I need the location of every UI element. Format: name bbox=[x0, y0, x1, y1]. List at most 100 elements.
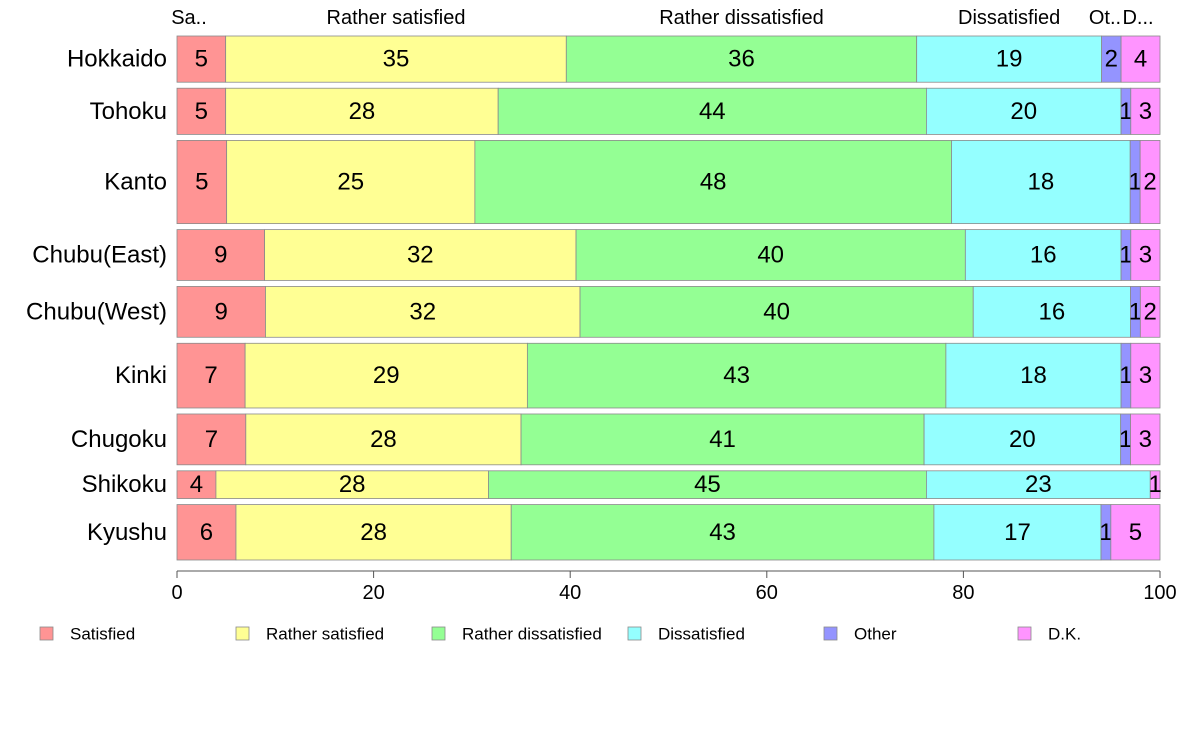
value-label: 2 bbox=[1143, 169, 1156, 196]
value-label: 18 bbox=[1027, 169, 1054, 196]
bar-kinki-satisfied bbox=[176, 342, 246, 409]
value-label: 23 bbox=[1025, 471, 1052, 498]
bar-chugoku-rather-satisfied bbox=[245, 413, 522, 466]
bar-chugoku-dissatisfied bbox=[923, 413, 1122, 466]
value-label: 43 bbox=[709, 519, 736, 546]
x-tick-label: 100 bbox=[1143, 582, 1176, 604]
top-label-d-k: D... bbox=[1122, 7, 1153, 29]
value-label: 6 bbox=[200, 519, 213, 546]
category-label-hokkaido: Hokkaido bbox=[67, 46, 167, 73]
bar-chugoku-satisfied bbox=[176, 413, 247, 466]
bar-shikoku-rather-satisfied bbox=[215, 470, 489, 499]
legend-label-satisfied: Satisfied bbox=[70, 625, 135, 644]
value-label: 32 bbox=[407, 242, 434, 269]
value-label: 19 bbox=[996, 46, 1023, 73]
category-label-chugoku: Chugoku bbox=[71, 426, 167, 453]
bar-shikoku-d-k bbox=[1149, 470, 1161, 499]
value-label: 3 bbox=[1139, 98, 1152, 125]
value-label: 5 bbox=[195, 98, 208, 125]
top-label-rather-dissatisfied: Rather dissatisfied bbox=[659, 7, 824, 29]
bar-kanto-rather-dissatisfied bbox=[474, 140, 952, 225]
value-label: 7 bbox=[205, 426, 218, 453]
value-label: 17 bbox=[1004, 519, 1031, 546]
value-label: 32 bbox=[409, 298, 436, 325]
category-label-kanto: Kanto bbox=[104, 169, 167, 196]
bar-kanto-d-k bbox=[1139, 140, 1161, 225]
value-label: 18 bbox=[1020, 362, 1047, 389]
category-label-kyushu: Kyushu bbox=[87, 519, 167, 546]
bar-tohoku-dissatisfied bbox=[926, 87, 1122, 135]
legend-swatch-rather-dissatisfied bbox=[431, 626, 446, 641]
value-label: 1 bbox=[1148, 471, 1161, 498]
value-label: 28 bbox=[349, 98, 376, 125]
category-label-group: Hokkaido Tohoku Kanto Chubu(East) Chubu(West… bbox=[26, 46, 167, 546]
bar-kanto-rather-satisfied bbox=[226, 140, 476, 225]
value-label: 1 bbox=[1119, 98, 1132, 125]
legend-swatch-satisfied bbox=[39, 626, 54, 641]
value-label: 1 bbox=[1128, 169, 1141, 196]
category-label-chubu-east: Chubu(East) bbox=[32, 242, 167, 269]
value-label: 45 bbox=[694, 471, 721, 498]
value-label: 36 bbox=[728, 46, 755, 73]
bar-tohoku-d-k bbox=[1130, 87, 1161, 135]
bar-tohoku-rather-satisfied bbox=[225, 87, 499, 135]
bar-chubu-east-rather-satisfied bbox=[264, 229, 577, 281]
value-label: 41 bbox=[709, 426, 736, 453]
bar-tohoku-satisfied bbox=[176, 87, 227, 135]
bar-chubu-west-rather-dissatisfied bbox=[579, 286, 974, 338]
legend-swatch-other bbox=[823, 626, 838, 641]
value-label: 9 bbox=[214, 242, 227, 269]
x-tick-label: 80 bbox=[952, 582, 974, 604]
value-label: 4 bbox=[190, 471, 203, 498]
value-label: 3 bbox=[1139, 362, 1152, 389]
category-label-tohoku: Tohoku bbox=[90, 98, 167, 125]
category-label-kinki: Kinki bbox=[115, 362, 167, 389]
category-label-chubu-west: Chubu(West) bbox=[26, 298, 167, 325]
value-label: 5 bbox=[1129, 519, 1142, 546]
bar-kanto-satisfied bbox=[176, 140, 228, 225]
value-label: 1 bbox=[1119, 242, 1132, 269]
top-label-satisfied: Sa.. bbox=[171, 7, 207, 29]
value-label: 48 bbox=[700, 169, 727, 196]
bar-chugoku-d-k bbox=[1130, 413, 1161, 466]
value-label: 1 bbox=[1099, 519, 1112, 546]
legend-label-dissatisfied: Dissatisfied bbox=[658, 625, 745, 644]
top-label-rather-satisfied: Rather satisfied bbox=[327, 7, 466, 29]
bar-chubu-east-d-k bbox=[1130, 229, 1161, 281]
bar-kinki-d-k bbox=[1130, 342, 1161, 409]
bar-chubu-west-rather-satisfied bbox=[265, 286, 581, 338]
value-label: 7 bbox=[204, 362, 217, 389]
legend-label-other: Other bbox=[854, 625, 897, 644]
value-label: 3 bbox=[1139, 242, 1152, 269]
value-label: 28 bbox=[339, 471, 366, 498]
bar-hokkaido-rather-dissatisfied bbox=[565, 35, 918, 83]
top-label-group: Sa.. Rather satisfied Rather dissatisfied D… bbox=[171, 7, 1153, 29]
legend-swatch-dissatisfied bbox=[627, 626, 642, 641]
value-label: 20 bbox=[1010, 98, 1037, 125]
bar-group: 5 35 36 19 2 45 28 44 20 1 35 25 48 18 1 29 32 40 16 1 39 32 4… bbox=[176, 35, 1162, 561]
value-label: 29 bbox=[373, 362, 400, 389]
bar-hokkaido-d-k bbox=[1120, 35, 1161, 83]
value-label: 2 bbox=[1143, 298, 1156, 325]
bar-kyushu-satisfied bbox=[176, 504, 237, 561]
bar-chubu-east-dissatisfied bbox=[964, 229, 1122, 281]
bar-kinki-rather-dissatisfied bbox=[526, 342, 947, 409]
x-tick-label: 0 bbox=[171, 582, 182, 604]
bar-kyushu-d-k bbox=[1110, 504, 1161, 561]
value-label: 1 bbox=[1129, 298, 1142, 325]
bar-chubu-east-rather-dissatisfied bbox=[575, 229, 966, 281]
value-label: 4 bbox=[1134, 46, 1147, 73]
value-label: 5 bbox=[195, 46, 208, 73]
bar-kyushu-rather-satisfied bbox=[235, 504, 512, 561]
value-label: 40 bbox=[763, 298, 790, 325]
value-label: 25 bbox=[337, 169, 364, 196]
bar-hokkaido-rather-satisfied bbox=[225, 35, 567, 83]
value-label: 28 bbox=[360, 519, 387, 546]
bar-chubu-west-satisfied bbox=[176, 286, 266, 338]
value-label: 16 bbox=[1039, 298, 1066, 325]
legend-swatch-rather-satisfied bbox=[235, 626, 250, 641]
legend-swatch-d-k bbox=[1017, 626, 1032, 641]
bar-kinki-rather-satisfied bbox=[244, 342, 528, 409]
bar-tohoku-rather-dissatisfied bbox=[497, 87, 927, 135]
